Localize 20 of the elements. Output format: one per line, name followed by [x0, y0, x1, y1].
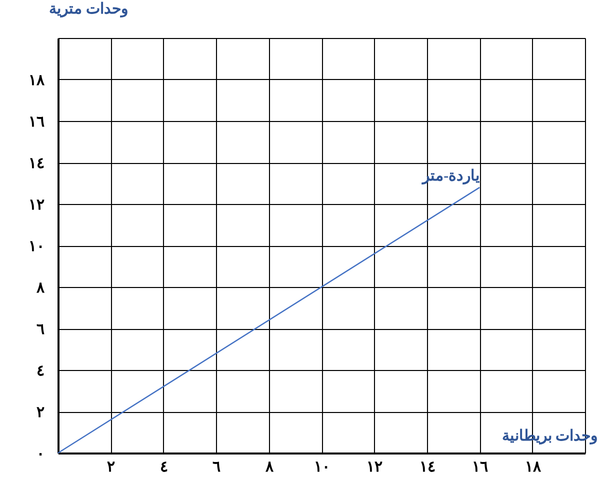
- x-tick-label: ١٨: [524, 460, 542, 476]
- x-tick-label: ١٤: [419, 460, 436, 476]
- y-tick-label: ١٢: [28, 198, 44, 214]
- y-tick-label: ٠: [36, 446, 44, 462]
- x-tick-label: ١٠: [314, 460, 330, 476]
- x-tick-label: ٢: [107, 460, 116, 476]
- y-tick-label: ١٤: [28, 156, 44, 172]
- y-tick-label: ٢: [36, 405, 44, 421]
- x-tick-label: ٨: [264, 460, 274, 476]
- y-tick-label: ١٨: [28, 73, 46, 89]
- y-tick-label: ١٦: [28, 114, 44, 130]
- x-tick-label: ١٢: [366, 460, 383, 476]
- y-tick-label: ٤: [36, 364, 44, 380]
- y-tick-label: ٦: [36, 322, 44, 338]
- y-tick-label: ١٠: [28, 239, 44, 255]
- x-tick-label: ٦: [212, 460, 221, 476]
- y-axis-title: وحدات مترية: [49, 2, 128, 18]
- y-tick-label: ٨: [36, 280, 46, 296]
- x-tick-label: ٤: [160, 460, 168, 476]
- x-tick-label: ١٦: [472, 460, 488, 476]
